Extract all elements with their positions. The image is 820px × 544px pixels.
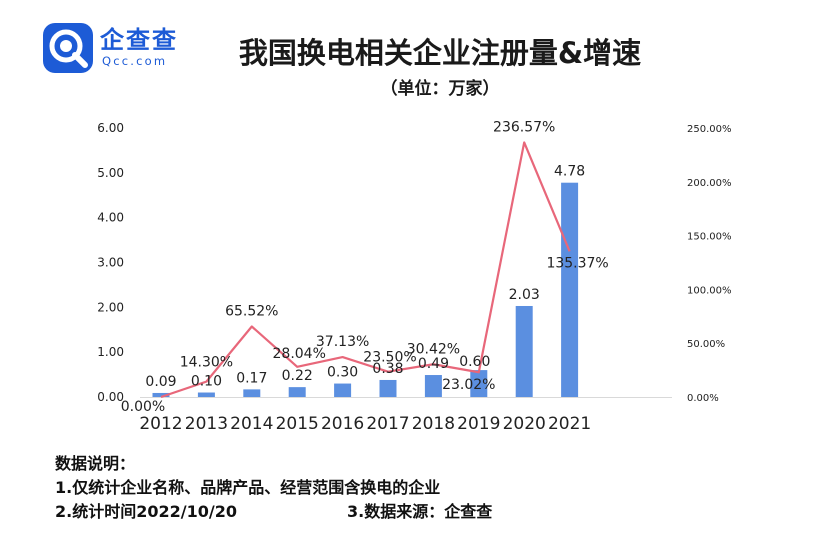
line-value-label: 30.42% <box>407 341 460 357</box>
notes-heading: 数据说明： <box>55 454 136 473</box>
growth-line <box>160 141 571 399</box>
notes-line-1: 1.仅统计企业名称、品牌产品、经营范围含换电的企业 <box>55 478 441 497</box>
brand-name: 企查查 <box>100 26 178 54</box>
line-value-label: 14.30% <box>180 355 233 371</box>
bar-value-label: 4.78 <box>554 164 585 180</box>
bar-value-label: 0.30 <box>327 365 358 381</box>
bar-value-label: 0.22 <box>282 368 313 384</box>
bar-value-label: 0.09 <box>145 374 176 390</box>
line-value-label: 23.50% <box>363 350 416 366</box>
line-value-label: 23.02% <box>442 377 495 393</box>
x-tick-label: 2014 <box>230 414 273 434</box>
notes-line-2: 2.统计时间2022/10/20 <box>55 502 237 521</box>
bar-value-label: 0.38 <box>372 361 403 377</box>
y-left-tick-label: 4.00 <box>97 211 124 225</box>
notes-line-3: 3.数据来源：企查查 <box>347 502 493 521</box>
y-left-tick-label: 2.00 <box>97 300 124 314</box>
x-tick-label: 2013 <box>185 414 228 434</box>
x-tick-label: 2020 <box>503 414 546 434</box>
y-right-tick-label: 150.00% <box>687 232 732 243</box>
line-value-label: 65.52% <box>225 304 278 320</box>
bar-value-label: 0.60 <box>459 354 490 370</box>
bar <box>243 389 261 397</box>
y-left-tick-label: 1.00 <box>97 345 124 359</box>
bar <box>334 383 352 397</box>
line-value-label: 28.04% <box>273 346 326 362</box>
line-value-label: 135.37% <box>546 255 608 271</box>
bar-value-label: 0.17 <box>236 370 267 386</box>
x-tick-label: 2016 <box>321 414 364 434</box>
y-right-tick-label: 50.00% <box>687 339 725 350</box>
y-right-tick-label: 0.00% <box>687 393 719 404</box>
y-left-tick-label: 3.00 <box>97 256 124 270</box>
bar <box>424 375 442 397</box>
bar <box>288 387 306 397</box>
data-notes: 数据说明： 1.仅统计企业名称、品牌产品、经营范围含换电的企业 2.统计时间20… <box>55 452 492 524</box>
chart-title: 我国换电相关企业注册量&增速 <box>238 36 642 70</box>
bar <box>470 370 488 397</box>
y-left-tick-label: 0.00 <box>97 390 124 404</box>
x-tick-label: 2012 <box>139 414 182 434</box>
x-tick-label: 2021 <box>548 414 591 434</box>
line-value-label: 37.13% <box>316 334 369 350</box>
y-right-tick-label: 200.00% <box>687 178 732 189</box>
line-value-label: 0.00% <box>121 399 165 415</box>
bar <box>197 392 215 397</box>
y-left-tick-label: 5.00 <box>97 166 124 180</box>
y-left-tick-label: 6.00 <box>97 121 124 135</box>
bar-value-label: 0.10 <box>191 374 222 390</box>
bar-value-label: 2.03 <box>509 287 540 303</box>
qcc-logo-icon <box>43 23 93 73</box>
x-tick-label: 2017 <box>366 414 409 434</box>
bar <box>379 379 397 397</box>
x-tick-label: 2018 <box>412 414 455 434</box>
y-right-tick-label: 250.00% <box>687 124 732 135</box>
bar <box>561 182 579 397</box>
line-value-label: 236.57% <box>493 119 555 135</box>
brand-logo: 企查查 Qcc.com <box>42 18 252 78</box>
chart-unit-subtitle: （单位：万家） <box>380 79 500 99</box>
x-tick-label: 2015 <box>276 414 319 434</box>
x-tick-label: 2019 <box>457 414 500 434</box>
y-right-tick-label: 100.00% <box>687 285 732 296</box>
bar <box>515 305 533 397</box>
bar-value-label: 0.49 <box>418 356 449 372</box>
brand-subtitle: Qcc.com <box>102 54 168 68</box>
bar <box>152 392 170 397</box>
